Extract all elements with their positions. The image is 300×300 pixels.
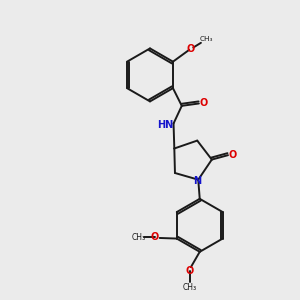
Text: CH₃: CH₃	[200, 36, 214, 42]
Text: O: O	[200, 98, 208, 108]
Text: HN: HN	[157, 120, 173, 130]
Text: O: O	[186, 44, 194, 54]
Text: O: O	[186, 266, 194, 276]
Text: O: O	[229, 150, 237, 160]
Text: CH₃: CH₃	[183, 283, 197, 292]
Text: N: N	[193, 176, 201, 186]
Text: CH₃: CH₃	[131, 233, 146, 242]
Text: O: O	[151, 232, 159, 242]
